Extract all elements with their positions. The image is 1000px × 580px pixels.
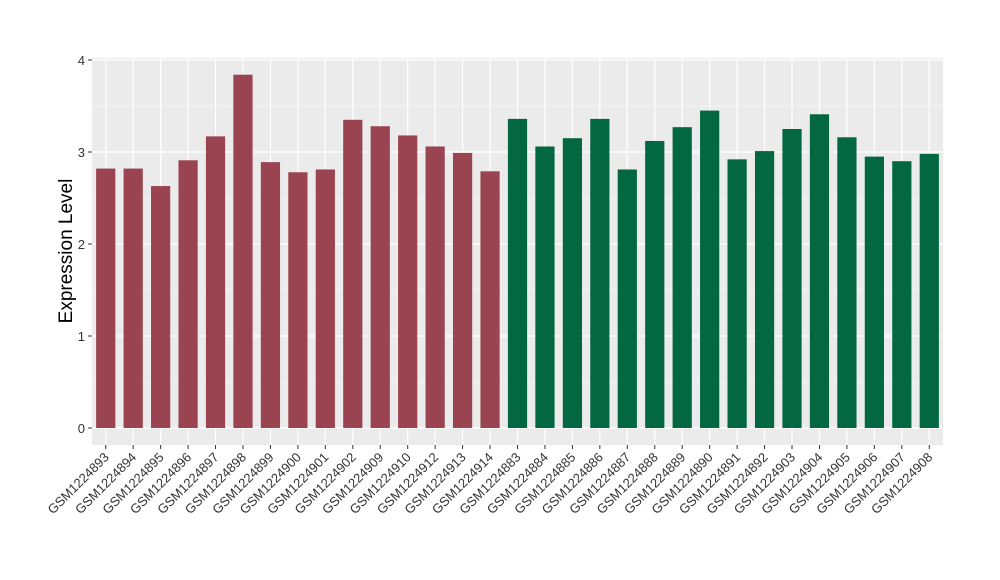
y-axis-title: Expression Level [56,179,77,324]
y-tick-label: 0 [78,421,85,436]
bar-GSM1224902 [343,119,363,429]
bar-GSM1224898 [233,74,253,428]
bars [96,74,939,429]
bar-GSM1224887 [617,169,637,429]
bar-GSM1224903 [782,129,802,428]
bar-GSM1224889 [672,127,692,428]
bar-GSM1224893 [96,168,116,428]
bar-GSM1224913 [452,152,473,429]
bar-GSM1224895 [151,186,171,428]
y-tick-label: 1 [78,329,85,344]
bar-GSM1224897 [205,136,226,429]
y-tick-label: 3 [78,145,85,160]
bar-GSM1224914 [480,171,500,428]
bar-GSM1224905 [837,137,857,428]
y-tick-label: 2 [78,237,85,252]
bar-GSM1224901 [315,169,335,429]
bar-GSM1224890 [700,110,720,428]
bar-GSM1224906 [864,156,884,428]
bar-GSM1224891 [727,159,747,429]
bar-GSM1224912 [425,146,445,429]
bar-GSM1224884 [535,146,555,429]
y-axis: 0 1 2 3 4 [78,53,92,436]
bar-GSM1224892 [754,151,775,428]
bar-GSM1224894 [123,168,143,428]
bar-GSM1224910 [398,135,418,428]
bar-GSM1224886 [590,118,610,428]
bar-GSM1224908 [919,153,939,428]
bar-GSM1224907 [892,161,912,428]
bar-GSM1224900 [288,172,308,428]
bar-GSM1224904 [809,114,830,428]
x-axis: GSM1224893GSM1224894GSM1224895GSM1224896… [45,445,935,517]
bar-GSM1224909 [370,126,390,429]
y-tick-label: 4 [78,53,85,68]
bar-GSM1224896 [178,160,198,428]
bar-GSM1224899 [260,162,281,428]
bar-GSM1224888 [645,140,665,428]
bar-GSM1224883 [507,118,528,428]
bar-GSM1224885 [562,138,583,428]
